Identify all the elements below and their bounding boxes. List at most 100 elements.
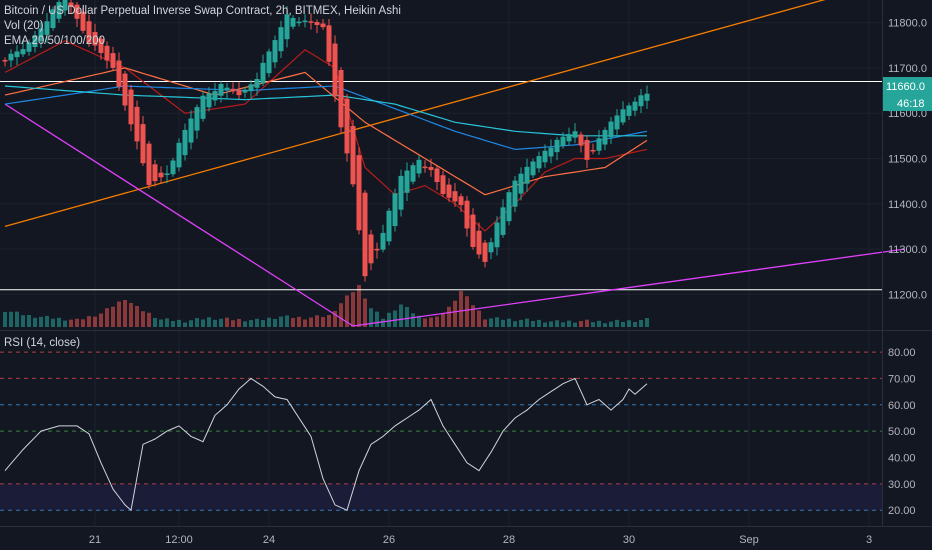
price-candles[interactable] [2,0,650,282]
candle-body[interactable] [464,200,470,229]
candle-body[interactable] [392,193,398,227]
candle-body[interactable] [218,83,224,96]
ema-legend[interactable]: EMA 20/50/100/200 [4,35,106,47]
candle-body[interactable] [80,11,86,31]
candle-body[interactable] [644,93,650,101]
price-axis[interactable]: 11200.0 11300.0 11400.0 11500.0 11600.0 11700… [888,18,927,302]
candle-body[interactable] [26,42,32,52]
candle-body[interactable] [194,107,200,131]
candle-body[interactable] [152,164,158,182]
candle-body[interactable] [386,210,392,242]
candle-body[interactable] [92,32,98,46]
candle-body[interactable] [98,38,104,53]
candle-body[interactable] [602,129,608,145]
candle-body[interactable] [50,9,56,29]
candle-body[interactable] [416,159,422,174]
candle-body[interactable] [428,166,434,171]
candle-body[interactable] [404,170,410,193]
candle-body[interactable] [158,172,164,178]
candle-body[interactable] [596,138,602,151]
candle-body[interactable] [296,21,302,24]
candle-body[interactable] [512,180,518,207]
candle-body[interactable] [230,88,236,92]
candle-body[interactable] [590,149,596,152]
candle-body[interactable] [116,60,122,87]
candle-body[interactable] [122,73,128,106]
candle-body[interactable] [302,20,308,23]
candle-body[interactable] [482,242,488,262]
candle-body[interactable] [2,59,8,62]
candle-body[interactable] [86,21,92,43]
candle-body[interactable] [224,87,230,90]
horizontal-levels[interactable] [0,81,882,291]
candle-body[interactable] [608,121,614,138]
candle-body[interactable] [182,129,188,156]
candle-body[interactable] [632,101,638,111]
candle-body[interactable] [362,192,368,277]
candle-body[interactable] [260,62,266,84]
rsi-legend[interactable]: RSI (14, close) [4,337,81,349]
candle-body[interactable] [452,191,458,202]
candle-body[interactable] [548,147,554,157]
candle-body[interactable] [284,14,290,40]
candle-body[interactable] [104,45,110,61]
candle-body[interactable] [62,0,68,11]
rsi-pane[interactable] [0,351,882,512]
candle-body[interactable] [242,89,248,93]
rsi-axis[interactable]: 20.00 30.00 40.00 50.00 60.00 70.00 80.00 [888,347,916,517]
candle-body[interactable] [542,150,548,163]
candle-body[interactable] [422,166,428,169]
candle-body[interactable] [188,118,194,143]
candle-body[interactable] [572,131,578,138]
candle-body[interactable] [38,28,44,42]
candle-body[interactable] [146,143,152,185]
candle-body[interactable] [308,21,314,23]
candle-body[interactable] [458,196,464,206]
candle-body[interactable] [578,134,584,146]
time-axis[interactable]: 21 12:00 24 26 28 30 Sep 3 [89,534,872,546]
candle-body[interactable] [476,230,482,255]
candle-body[interactable] [626,105,632,116]
candle-body[interactable] [8,53,14,61]
candle-body[interactable] [140,124,146,164]
candle-body[interactable] [32,35,38,47]
candle-body[interactable] [446,184,452,198]
candle-body[interactable] [254,79,260,88]
candle-body[interactable] [506,192,512,222]
candle-body[interactable] [314,22,320,25]
candle-body[interactable] [566,134,572,142]
candle-body[interactable] [68,2,74,7]
candle-body[interactable] [410,165,416,182]
candle-body[interactable] [326,25,332,62]
candle-body[interactable] [170,160,176,175]
candle-body[interactable] [440,175,446,195]
candle-body[interactable] [164,173,170,175]
candle-body[interactable] [134,106,140,142]
chart-title[interactable]: Bitcoin / US Dollar Perpetual Inverse Sw… [4,5,401,17]
volume-legend[interactable]: Vol (20) [4,20,44,32]
candle-body[interactable] [536,156,542,169]
candle-body[interactable] [560,136,566,146]
candle-body[interactable] [374,248,380,251]
candle-body[interactable] [614,115,620,130]
candle-body[interactable] [620,109,626,123]
candle-body[interactable] [530,161,536,176]
candle-body[interactable] [518,173,524,194]
candle-body[interactable] [44,21,50,35]
candle-body[interactable] [350,126,356,185]
candle-body[interactable] [272,40,278,63]
candle-body[interactable] [638,95,644,107]
candle-body[interactable] [14,51,20,58]
candle-body[interactable] [266,51,272,74]
magenta-trend-line[interactable] [4,103,354,327]
candle-body[interactable] [236,90,242,96]
candle-body[interactable] [344,98,350,154]
candle-body[interactable] [332,43,338,97]
candle-body[interactable] [488,242,494,253]
candle-body[interactable] [110,53,116,68]
candle-body[interactable] [500,207,506,235]
candle-body[interactable] [320,23,326,28]
magenta-trend-line[interactable] [352,248,906,327]
candle-body[interactable] [338,70,344,128]
